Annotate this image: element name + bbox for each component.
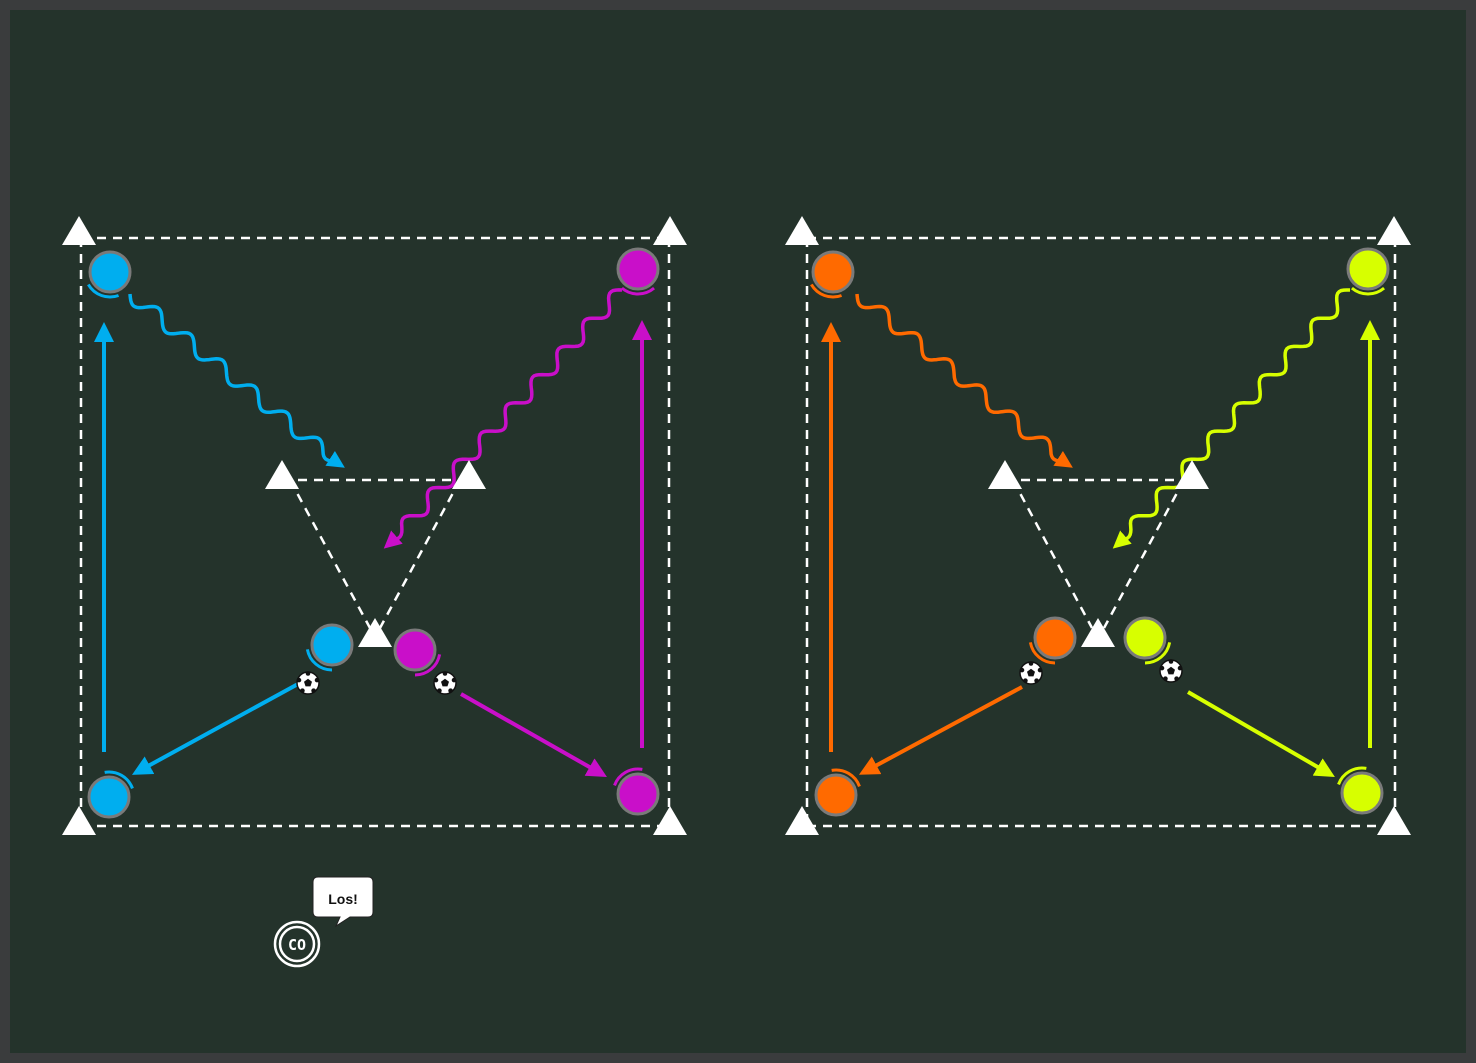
soccer-ball-icon: [1159, 659, 1183, 683]
coach: CO: [273, 920, 321, 968]
soccer-ball-icon: [296, 671, 320, 695]
triangle-line: [1102, 479, 1186, 629]
run-arrow: [383, 288, 623, 549]
cone-icon: [265, 460, 299, 489]
orientation-arc: [1028, 642, 1056, 665]
cone-icon: [62, 806, 96, 835]
cone-icon: [653, 806, 687, 835]
triangle-line: [378, 479, 462, 629]
cone-icon: [452, 460, 486, 489]
pass-arrow: [460, 692, 607, 777]
orientation-arc: [620, 286, 656, 296]
player: [810, 250, 855, 299]
cone-icon: [1081, 618, 1115, 647]
pass-arrow: [1186, 690, 1335, 778]
speech-text: Los!: [328, 891, 358, 907]
cone-icon: [988, 460, 1022, 489]
orientation-arc: [1144, 642, 1172, 665]
pass-arrow: [858, 685, 1023, 775]
player: [616, 247, 660, 296]
cone-icon: [785, 806, 819, 835]
drill-diagram: CO Los!: [62, 216, 1411, 968]
player: [814, 768, 861, 817]
player: [1346, 247, 1390, 296]
orientation-arc: [613, 767, 643, 787]
cone-icon: [62, 216, 96, 245]
player: [1337, 766, 1384, 815]
run-arrow: [128, 293, 345, 468]
orientation-arc: [87, 283, 120, 299]
player: [613, 767, 660, 816]
player: [1028, 616, 1077, 665]
coach-icon: [273, 920, 321, 968]
cone-icon: [1377, 216, 1411, 245]
orientation-arc: [305, 649, 333, 672]
player: [305, 623, 354, 672]
triangle-line: [288, 479, 372, 629]
triangle-line: [1011, 479, 1094, 629]
cone-icon: [358, 618, 392, 647]
pass-arrow: [131, 682, 299, 775]
cone-icon: [785, 216, 819, 245]
soccer-ball-icon: [433, 671, 457, 695]
player: [87, 250, 132, 299]
cone-icon: [1377, 806, 1411, 835]
soccer-ball-icon: [1019, 661, 1043, 685]
player: [393, 628, 442, 677]
drill-board: CO Los!: [10, 10, 1466, 1053]
orientation-arc: [414, 654, 442, 677]
orientation-arc: [831, 768, 861, 788]
orientation-arc: [1337, 766, 1367, 786]
player: [87, 770, 134, 819]
run-arrow: [855, 293, 1073, 468]
orientation-arc: [810, 283, 843, 299]
run-arrow: [1112, 288, 1350, 549]
player: [1123, 616, 1172, 665]
speech-bubble: Los!: [312, 876, 374, 928]
coach-label: CO: [288, 936, 306, 954]
cone-icon: [653, 216, 687, 245]
cone-icon: [1175, 460, 1209, 489]
orientation-arc: [1350, 286, 1386, 296]
orientation-arc: [104, 770, 134, 790]
